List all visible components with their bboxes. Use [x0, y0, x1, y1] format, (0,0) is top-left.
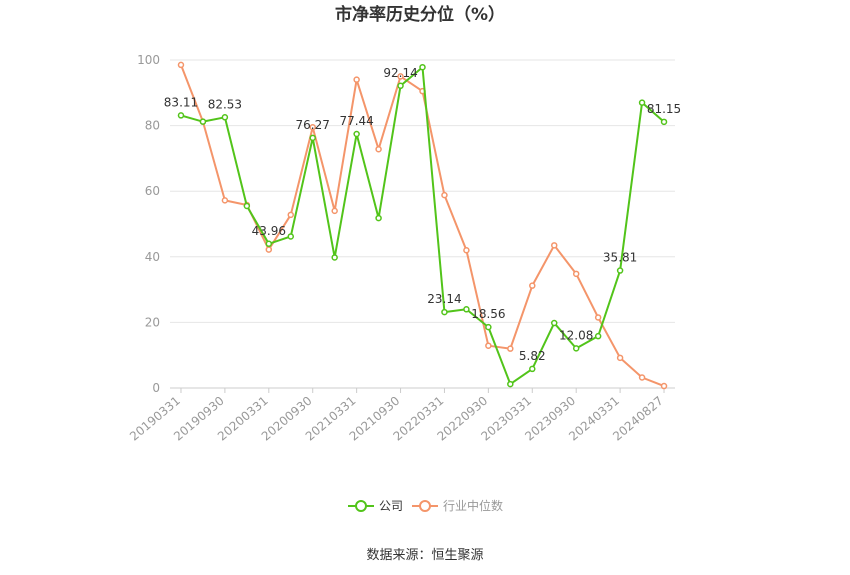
data-point[interactable] — [485, 323, 492, 331]
data-point[interactable] — [177, 112, 185, 119]
data-point[interactable] — [397, 73, 404, 80]
data-point[interactable] — [507, 380, 514, 388]
grid-lines — [170, 59, 675, 389]
data-point[interactable] — [397, 82, 404, 90]
data-point[interactable] — [529, 365, 536, 373]
data-point[interactable] — [529, 282, 536, 289]
data-point[interactable] — [660, 118, 668, 126]
data-point[interactable] — [463, 246, 470, 254]
data-point[interactable] — [353, 130, 360, 138]
y-tick-label: 40 — [145, 250, 160, 264]
data-point[interactable] — [265, 240, 273, 248]
legend-label-company: 公司 — [379, 499, 403, 513]
data-labels: 83.11 82.53 43.96 76.27 77.44 92.14 23.14 18.56… — [164, 66, 681, 363]
data-point[interactable] — [221, 114, 229, 121]
data-point[interactable] — [331, 207, 338, 215]
data-point[interactable] — [353, 76, 360, 83]
data-point[interactable] — [309, 123, 316, 131]
data-label: 77.44 — [339, 114, 373, 128]
data-label: 5.82 — [519, 349, 546, 363]
chart-title: 市净率历史分位（%） — [335, 4, 505, 25]
data-point[interactable] — [616, 267, 624, 274]
data-point[interactable] — [221, 197, 229, 204]
data-label: 43.96 — [252, 224, 286, 238]
data-label: 81.15 — [647, 102, 681, 116]
data-point[interactable] — [375, 145, 382, 153]
data-point[interactable] — [199, 118, 207, 125]
data-point[interactable] — [572, 345, 580, 352]
legend-label-industry: 行业中位数 — [443, 498, 503, 513]
y-tick-label: 60 — [145, 184, 160, 198]
data-point[interactable] — [265, 246, 273, 253]
data-point[interactable] — [638, 374, 646, 381]
data-label: 82.53 — [208, 97, 242, 111]
y-tick-label: 80 — [145, 119, 160, 133]
data-point[interactable] — [287, 211, 295, 219]
legend-item-company[interactable]: 公司 — [348, 499, 403, 513]
legend-item-industry[interactable]: 行业中位数 — [412, 498, 503, 513]
data-point[interactable] — [550, 242, 558, 249]
legend[interactable]: 公司 行业中位数 — [348, 498, 503, 513]
data-point[interactable] — [550, 319, 558, 327]
y-tick-label: 20 — [145, 315, 160, 329]
data-label: 83.11 — [164, 95, 198, 109]
data-point[interactable] — [507, 345, 514, 352]
data-point[interactable] — [375, 214, 382, 222]
data-point[interactable] — [441, 191, 448, 199]
data-point[interactable] — [485, 342, 492, 349]
data-point[interactable] — [441, 308, 448, 316]
x-axis: 2019033120190930202003312020093020210331… — [127, 388, 666, 444]
y-axis: 0 20 40 60 80 100 — [137, 53, 160, 395]
data-label: 35.81 — [603, 251, 637, 265]
data-point[interactable] — [660, 382, 668, 390]
data-label: 76.27 — [296, 118, 330, 132]
data-point[interactable] — [594, 332, 602, 340]
data-point[interactable] — [177, 61, 185, 69]
data-point[interactable] — [616, 354, 624, 362]
data-point[interactable] — [243, 202, 251, 210]
data-point[interactable] — [331, 254, 338, 261]
y-tick-label: 0 — [152, 381, 160, 395]
data-point[interactable] — [594, 314, 602, 321]
y-tick-label: 100 — [137, 53, 160, 67]
data-label: 12.08 — [559, 328, 593, 342]
data-source: 数据来源：恒生聚源 — [366, 548, 483, 563]
data-label: 23.14 — [427, 292, 461, 306]
data-point[interactable] — [463, 306, 470, 313]
data-point[interactable] — [309, 134, 316, 142]
data-point[interactable] — [572, 270, 580, 278]
data-label: 18.56 — [471, 307, 505, 321]
data-point[interactable] — [287, 233, 295, 240]
series-lines — [177, 61, 668, 390]
data-point[interactable] — [638, 99, 646, 106]
legend-marker-company — [355, 500, 367, 512]
data-label: 92.14 — [383, 66, 417, 80]
data-point[interactable] — [419, 63, 426, 71]
legend-marker-industry — [419, 500, 431, 512]
